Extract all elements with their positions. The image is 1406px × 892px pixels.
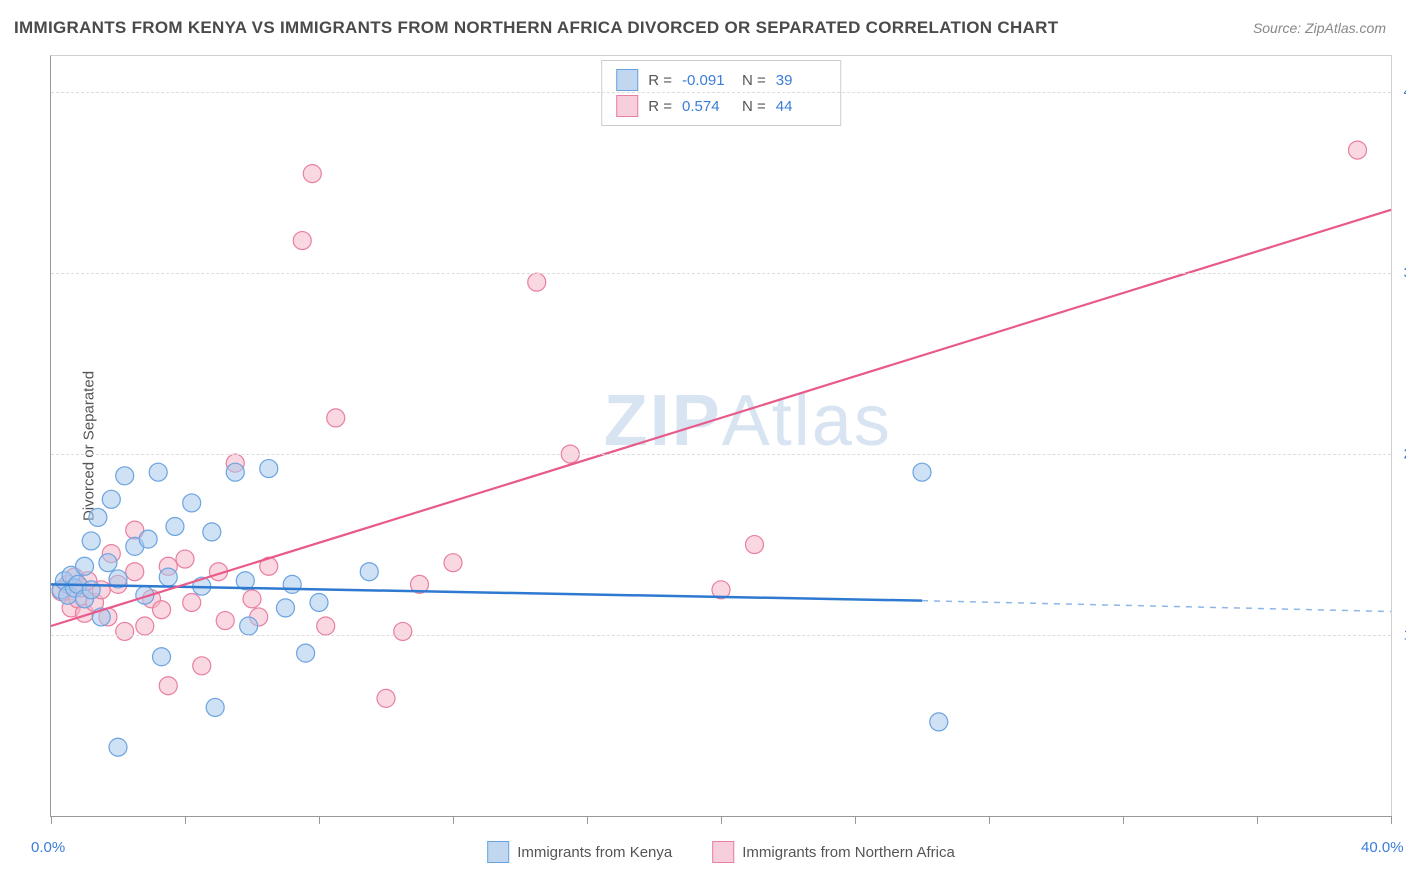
data-point xyxy=(206,698,224,716)
stats-swatch-kenya xyxy=(616,69,638,91)
gridline xyxy=(51,273,1391,274)
data-point xyxy=(99,554,117,572)
data-point xyxy=(116,467,134,485)
data-point xyxy=(394,622,412,640)
x-tick xyxy=(855,816,856,824)
bottom-legend: Immigrants from Kenya Immigrants from No… xyxy=(487,841,955,863)
data-point xyxy=(243,590,261,608)
data-point xyxy=(327,409,345,427)
x-tick xyxy=(51,816,52,824)
legend-item-kenya: Immigrants from Kenya xyxy=(487,841,672,863)
gridline xyxy=(51,635,1391,636)
correlation-chart: IMMIGRANTS FROM KENYA VS IMMIGRANTS FROM… xyxy=(0,0,1406,892)
data-point xyxy=(226,463,244,481)
x-tick xyxy=(1257,816,1258,824)
x-tick xyxy=(587,816,588,824)
data-point xyxy=(746,536,764,554)
data-point xyxy=(183,593,201,611)
data-point xyxy=(303,165,321,183)
data-point xyxy=(153,648,171,666)
data-point xyxy=(82,581,100,599)
gridline xyxy=(51,92,1391,93)
data-point xyxy=(159,677,177,695)
gridline xyxy=(51,454,1391,455)
chart-title: IMMIGRANTS FROM KENYA VS IMMIGRANTS FROM… xyxy=(14,18,1058,38)
x-tick xyxy=(185,816,186,824)
data-point xyxy=(136,617,154,635)
data-point xyxy=(913,463,931,481)
stats-row-nafrica: R = 0.574 N = 44 xyxy=(616,93,826,119)
data-point xyxy=(283,575,301,593)
x-tick-label: 0.0% xyxy=(31,839,65,856)
data-point xyxy=(139,530,157,548)
source-label: Source: ZipAtlas.com xyxy=(1253,20,1386,36)
legend-swatch-kenya xyxy=(487,841,509,863)
data-point xyxy=(116,622,134,640)
data-point xyxy=(82,532,100,550)
scatter-svg xyxy=(51,56,1391,816)
plot-area: ZIPAtlas R = -0.091 N = 39 R = 0.574 N =… xyxy=(50,55,1392,817)
data-point xyxy=(930,713,948,731)
x-tick xyxy=(319,816,320,824)
x-tick xyxy=(989,816,990,824)
data-point xyxy=(203,523,221,541)
x-tick xyxy=(1123,816,1124,824)
trend-line xyxy=(51,584,922,600)
stats-swatch-nafrica xyxy=(616,95,638,117)
data-point xyxy=(528,273,546,291)
data-point xyxy=(377,689,395,707)
data-point xyxy=(1349,141,1367,159)
data-point xyxy=(193,657,211,675)
data-point xyxy=(76,557,94,575)
data-point xyxy=(89,508,107,526)
data-point xyxy=(149,463,167,481)
data-point xyxy=(216,612,234,630)
legend-item-nafrica: Immigrants from Northern Africa xyxy=(712,841,955,863)
data-point xyxy=(297,644,315,662)
stats-row-kenya: R = -0.091 N = 39 xyxy=(616,67,826,93)
data-point xyxy=(102,490,120,508)
data-point xyxy=(310,593,328,611)
data-point xyxy=(360,563,378,581)
data-point xyxy=(317,617,335,635)
x-tick xyxy=(721,816,722,824)
data-point xyxy=(183,494,201,512)
x-tick-label: 40.0% xyxy=(1361,839,1404,856)
data-point xyxy=(109,738,127,756)
data-point xyxy=(444,554,462,572)
trend-line-extrapolated xyxy=(922,601,1391,612)
data-point xyxy=(293,232,311,250)
data-point xyxy=(277,599,295,617)
data-point xyxy=(166,517,184,535)
data-point xyxy=(260,460,278,478)
x-tick xyxy=(1391,816,1392,824)
data-point xyxy=(240,617,258,635)
data-point xyxy=(153,601,171,619)
legend-swatch-nafrica xyxy=(712,841,734,863)
data-point xyxy=(176,550,194,568)
data-point xyxy=(126,563,144,581)
x-tick xyxy=(453,816,454,824)
data-point xyxy=(159,568,177,586)
